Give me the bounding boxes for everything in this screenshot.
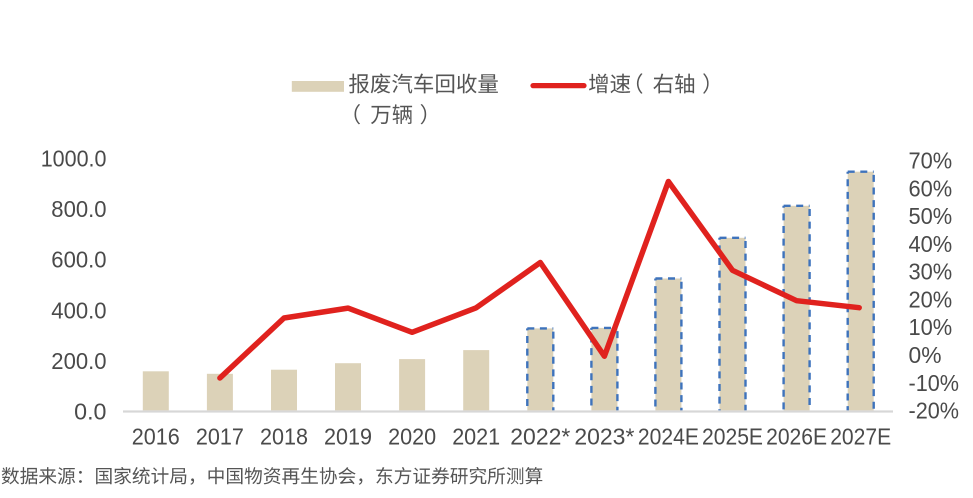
svg-text:2018: 2018 xyxy=(260,423,308,449)
svg-text:2016: 2016 xyxy=(132,423,180,449)
svg-text:2025E: 2025E xyxy=(702,423,763,449)
svg-text:2020: 2020 xyxy=(388,423,436,449)
svg-text:10%: 10% xyxy=(909,314,953,340)
svg-text:2027E: 2027E xyxy=(830,423,891,449)
svg-text:2021: 2021 xyxy=(452,423,500,449)
svg-text:2024E: 2024E xyxy=(638,423,699,449)
svg-text:800.0: 800.0 xyxy=(51,196,106,222)
svg-text:1000.0: 1000.0 xyxy=(41,145,107,171)
svg-text:70%: 70% xyxy=(909,148,953,174)
svg-text:2017: 2017 xyxy=(196,423,244,449)
svg-text:600.0: 600.0 xyxy=(51,247,106,273)
svg-text:20%: 20% xyxy=(909,286,953,312)
svg-text:30%: 30% xyxy=(909,259,953,285)
svg-text:0.0: 0.0 xyxy=(74,399,106,425)
svg-text:50%: 50% xyxy=(909,203,953,229)
svg-text:60%: 60% xyxy=(909,175,953,201)
svg-text:0%: 0% xyxy=(909,342,942,368)
svg-text:-10%: -10% xyxy=(909,370,960,396)
svg-text:2026E: 2026E xyxy=(766,423,827,449)
svg-text:400.0: 400.0 xyxy=(51,297,106,323)
svg-text:40%: 40% xyxy=(909,231,953,257)
svg-text:2023*: 2023* xyxy=(574,423,634,449)
svg-text:2019: 2019 xyxy=(324,423,372,449)
svg-text:2022*: 2022* xyxy=(510,423,570,449)
svg-text:-20%: -20% xyxy=(909,398,960,424)
svg-text:200.0: 200.0 xyxy=(51,348,106,374)
